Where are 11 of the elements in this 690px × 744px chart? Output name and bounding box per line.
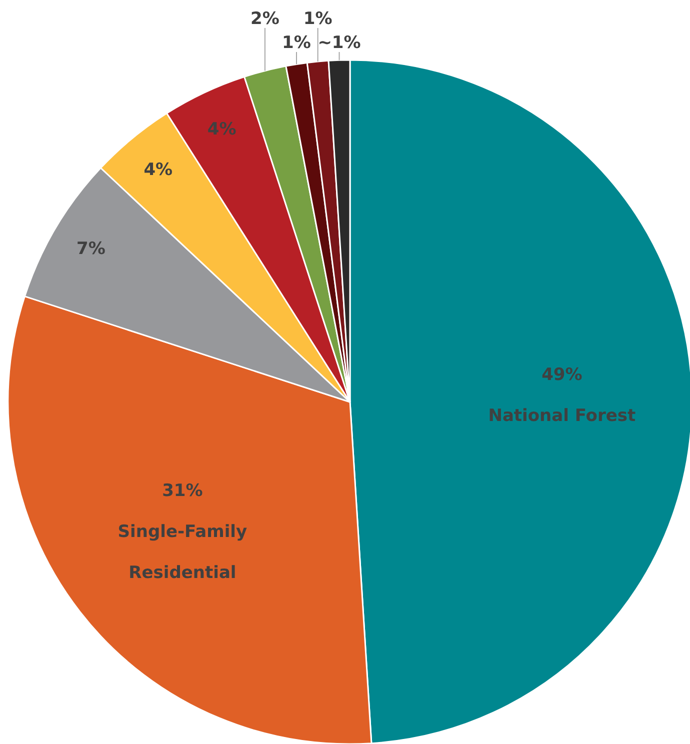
data-label: 1% [303, 9, 332, 29]
data-label: 31% [162, 480, 203, 501]
data-label: 1% [282, 33, 311, 53]
data-label: 4% [144, 160, 173, 180]
data-label: 7% [76, 238, 106, 259]
slice-label: National Forest [488, 406, 636, 426]
data-label: ~1% [318, 33, 361, 53]
data-label: 49% [542, 364, 582, 385]
data-label: 4% [207, 120, 236, 140]
data-label: 2% [250, 9, 280, 29]
category-label: Single-Family Residential [118, 522, 248, 583]
